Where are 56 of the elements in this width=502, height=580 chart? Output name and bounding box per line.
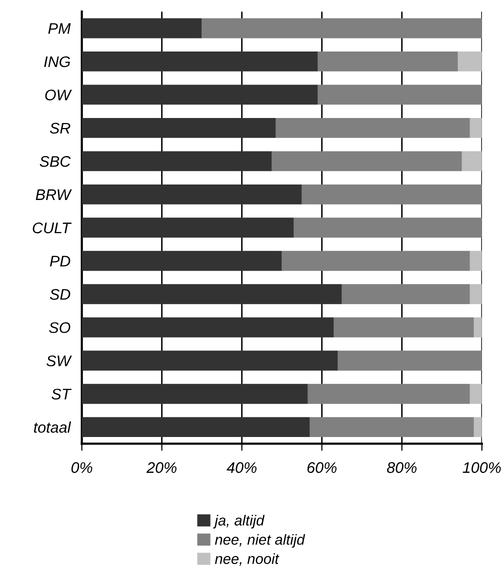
y-tick-label: SD bbox=[50, 288, 70, 300]
bar bbox=[338, 350, 482, 371]
bar bbox=[82, 184, 302, 204]
bar bbox=[82, 284, 342, 304]
bar bbox=[82, 350, 338, 371]
y-tick-label: PD bbox=[50, 256, 70, 266]
bar bbox=[474, 317, 482, 338]
bar bbox=[294, 218, 482, 238]
y-tick-label: PM bbox=[48, 23, 71, 34]
bar bbox=[82, 51, 318, 72]
y-tick-label: ST bbox=[52, 388, 72, 400]
bar bbox=[470, 118, 482, 138]
legend-label: nee, nooit bbox=[215, 553, 280, 566]
y-tick-label: CULT bbox=[32, 222, 72, 234]
legend-label: nee, niet altijd bbox=[215, 534, 306, 548]
bar bbox=[458, 51, 482, 72]
bar bbox=[318, 51, 458, 72]
bar bbox=[82, 118, 276, 138]
bar bbox=[82, 250, 282, 271]
bar bbox=[82, 218, 294, 238]
bar bbox=[82, 18, 202, 38]
bar bbox=[82, 84, 318, 105]
bar bbox=[82, 384, 308, 404]
bar bbox=[308, 384, 470, 404]
bar bbox=[276, 118, 470, 138]
bar bbox=[82, 151, 272, 172]
y-tick-label: totaal bbox=[34, 422, 72, 433]
x-tick-label: 40% bbox=[226, 462, 256, 473]
bar bbox=[282, 250, 470, 271]
bar bbox=[474, 417, 482, 438]
bar bbox=[470, 284, 482, 304]
x-tick-label: 80% bbox=[387, 462, 417, 473]
bar bbox=[470, 384, 482, 404]
y-tick-label: OW bbox=[45, 90, 72, 100]
bar bbox=[342, 284, 470, 304]
bar bbox=[202, 18, 482, 38]
bar bbox=[272, 151, 462, 172]
bar bbox=[82, 317, 334, 338]
bar bbox=[310, 417, 474, 438]
x-tick-label: 0% bbox=[71, 462, 92, 473]
y-tick-label: ING bbox=[44, 56, 70, 68]
y-tick-label: SR bbox=[50, 122, 70, 134]
legend-label: ja, altijd bbox=[213, 514, 265, 528]
bar bbox=[462, 151, 482, 172]
x-tick-label: 20% bbox=[146, 462, 176, 473]
bar bbox=[82, 417, 310, 438]
bar bbox=[302, 184, 482, 204]
x-tick-label: 100% bbox=[462, 462, 501, 473]
y-tick-label: BRW bbox=[36, 189, 72, 200]
y-tick-label: SO bbox=[49, 322, 70, 334]
x-tick-label: 60% bbox=[307, 462, 337, 473]
bar bbox=[470, 250, 482, 271]
bar bbox=[318, 84, 482, 105]
y-tick-label: SW bbox=[46, 355, 72, 366]
bar bbox=[334, 317, 474, 338]
y-tick-label: SBC bbox=[40, 156, 71, 167]
